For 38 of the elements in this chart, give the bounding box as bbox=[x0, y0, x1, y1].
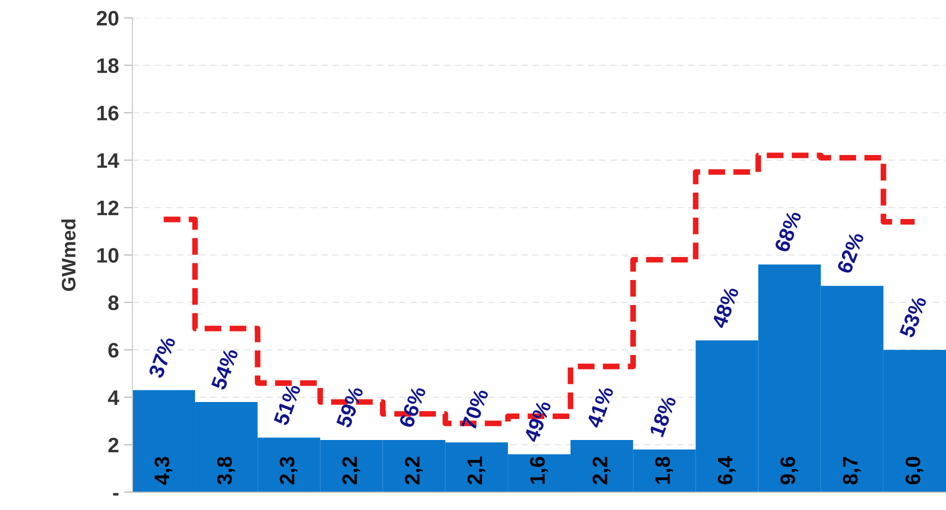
y-tick-label: 18 bbox=[97, 58, 119, 74]
data-label: 8,7 bbox=[842, 456, 861, 484]
annotation: 62% bbox=[836, 231, 864, 274]
y-tick-label: 12 bbox=[97, 200, 118, 216]
data-label: 6,0 bbox=[906, 456, 924, 484]
data-label: 2,2 bbox=[342, 456, 360, 484]
data-label: 9,6 bbox=[780, 456, 798, 484]
y-tick-label: 6 bbox=[108, 342, 118, 358]
annotation: 70% bbox=[461, 388, 489, 431]
annotation: 49% bbox=[524, 400, 552, 444]
data-label: 2,3 bbox=[280, 456, 298, 484]
y-tick-label: 4 bbox=[108, 390, 120, 405]
annotation: 51% bbox=[273, 383, 302, 426]
data-label: 6,4 bbox=[718, 456, 736, 484]
data-label: 2,1 bbox=[467, 456, 486, 484]
data-label: 4,3 bbox=[154, 456, 172, 485]
annotation: 53% bbox=[899, 295, 927, 338]
data-label: 2,2 bbox=[592, 456, 610, 484]
y-tick-label: 2 bbox=[108, 438, 118, 452]
y-tick-label: 8 bbox=[108, 295, 119, 310]
annotation: 48% bbox=[711, 286, 740, 330]
y-tick-label: 14 bbox=[97, 153, 120, 168]
data-label: 1,6 bbox=[530, 456, 548, 484]
annotation: 59% bbox=[336, 385, 364, 428]
data-label: 1,8 bbox=[655, 456, 673, 484]
annotation: 41% bbox=[586, 385, 614, 429]
annotation: 37% bbox=[148, 336, 176, 379]
annotation: 66% bbox=[398, 385, 426, 428]
y-axis-title: GWmed bbox=[61, 220, 76, 291]
annotation: 54% bbox=[210, 347, 239, 391]
data-label: 3,8 bbox=[217, 456, 235, 485]
y-tick-label: 10 bbox=[97, 248, 118, 263]
data-label: 2,2 bbox=[404, 456, 423, 484]
y-tick-label: 16 bbox=[97, 106, 118, 120]
y-tick-label: - bbox=[113, 493, 118, 496]
y-tick-label: 20 bbox=[96, 10, 118, 26]
annotation: 18% bbox=[649, 394, 677, 438]
annotation: 68% bbox=[774, 210, 802, 253]
